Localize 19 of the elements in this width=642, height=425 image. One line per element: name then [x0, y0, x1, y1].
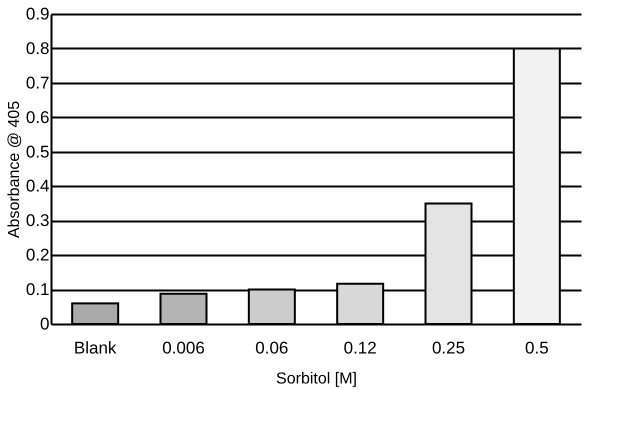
x-axis-title: Sorbitol [M]: [276, 370, 357, 388]
y-axis-title: Absorbance @ 405: [6, 100, 23, 238]
y-tick-label: 0.8: [26, 38, 50, 58]
y-tick-label: 0.5: [26, 142, 50, 162]
y-tick-label: 0.1: [26, 280, 50, 300]
y-tick-label: 0.7: [26, 73, 50, 92]
x-tick-label: 0.006: [162, 338, 205, 358]
x-tick-label: 0.25: [432, 338, 466, 358]
y-tick-label: 0.2: [26, 246, 50, 265]
x-tick-label: 0.06: [255, 338, 288, 358]
y-tick-label: 0.9: [26, 4, 50, 24]
bar: [71, 302, 120, 325]
y-tick-label: 0.4: [26, 176, 50, 196]
x-tick-label: 0.12: [344, 338, 377, 358]
y-tick-label: 0.3: [26, 211, 50, 230]
y-tick-label: 0: [40, 314, 50, 334]
x-tick-label: Blank: [74, 338, 117, 358]
x-tick-label: 0.5: [525, 338, 549, 358]
y-tick-label: 0.6: [26, 108, 50, 127]
